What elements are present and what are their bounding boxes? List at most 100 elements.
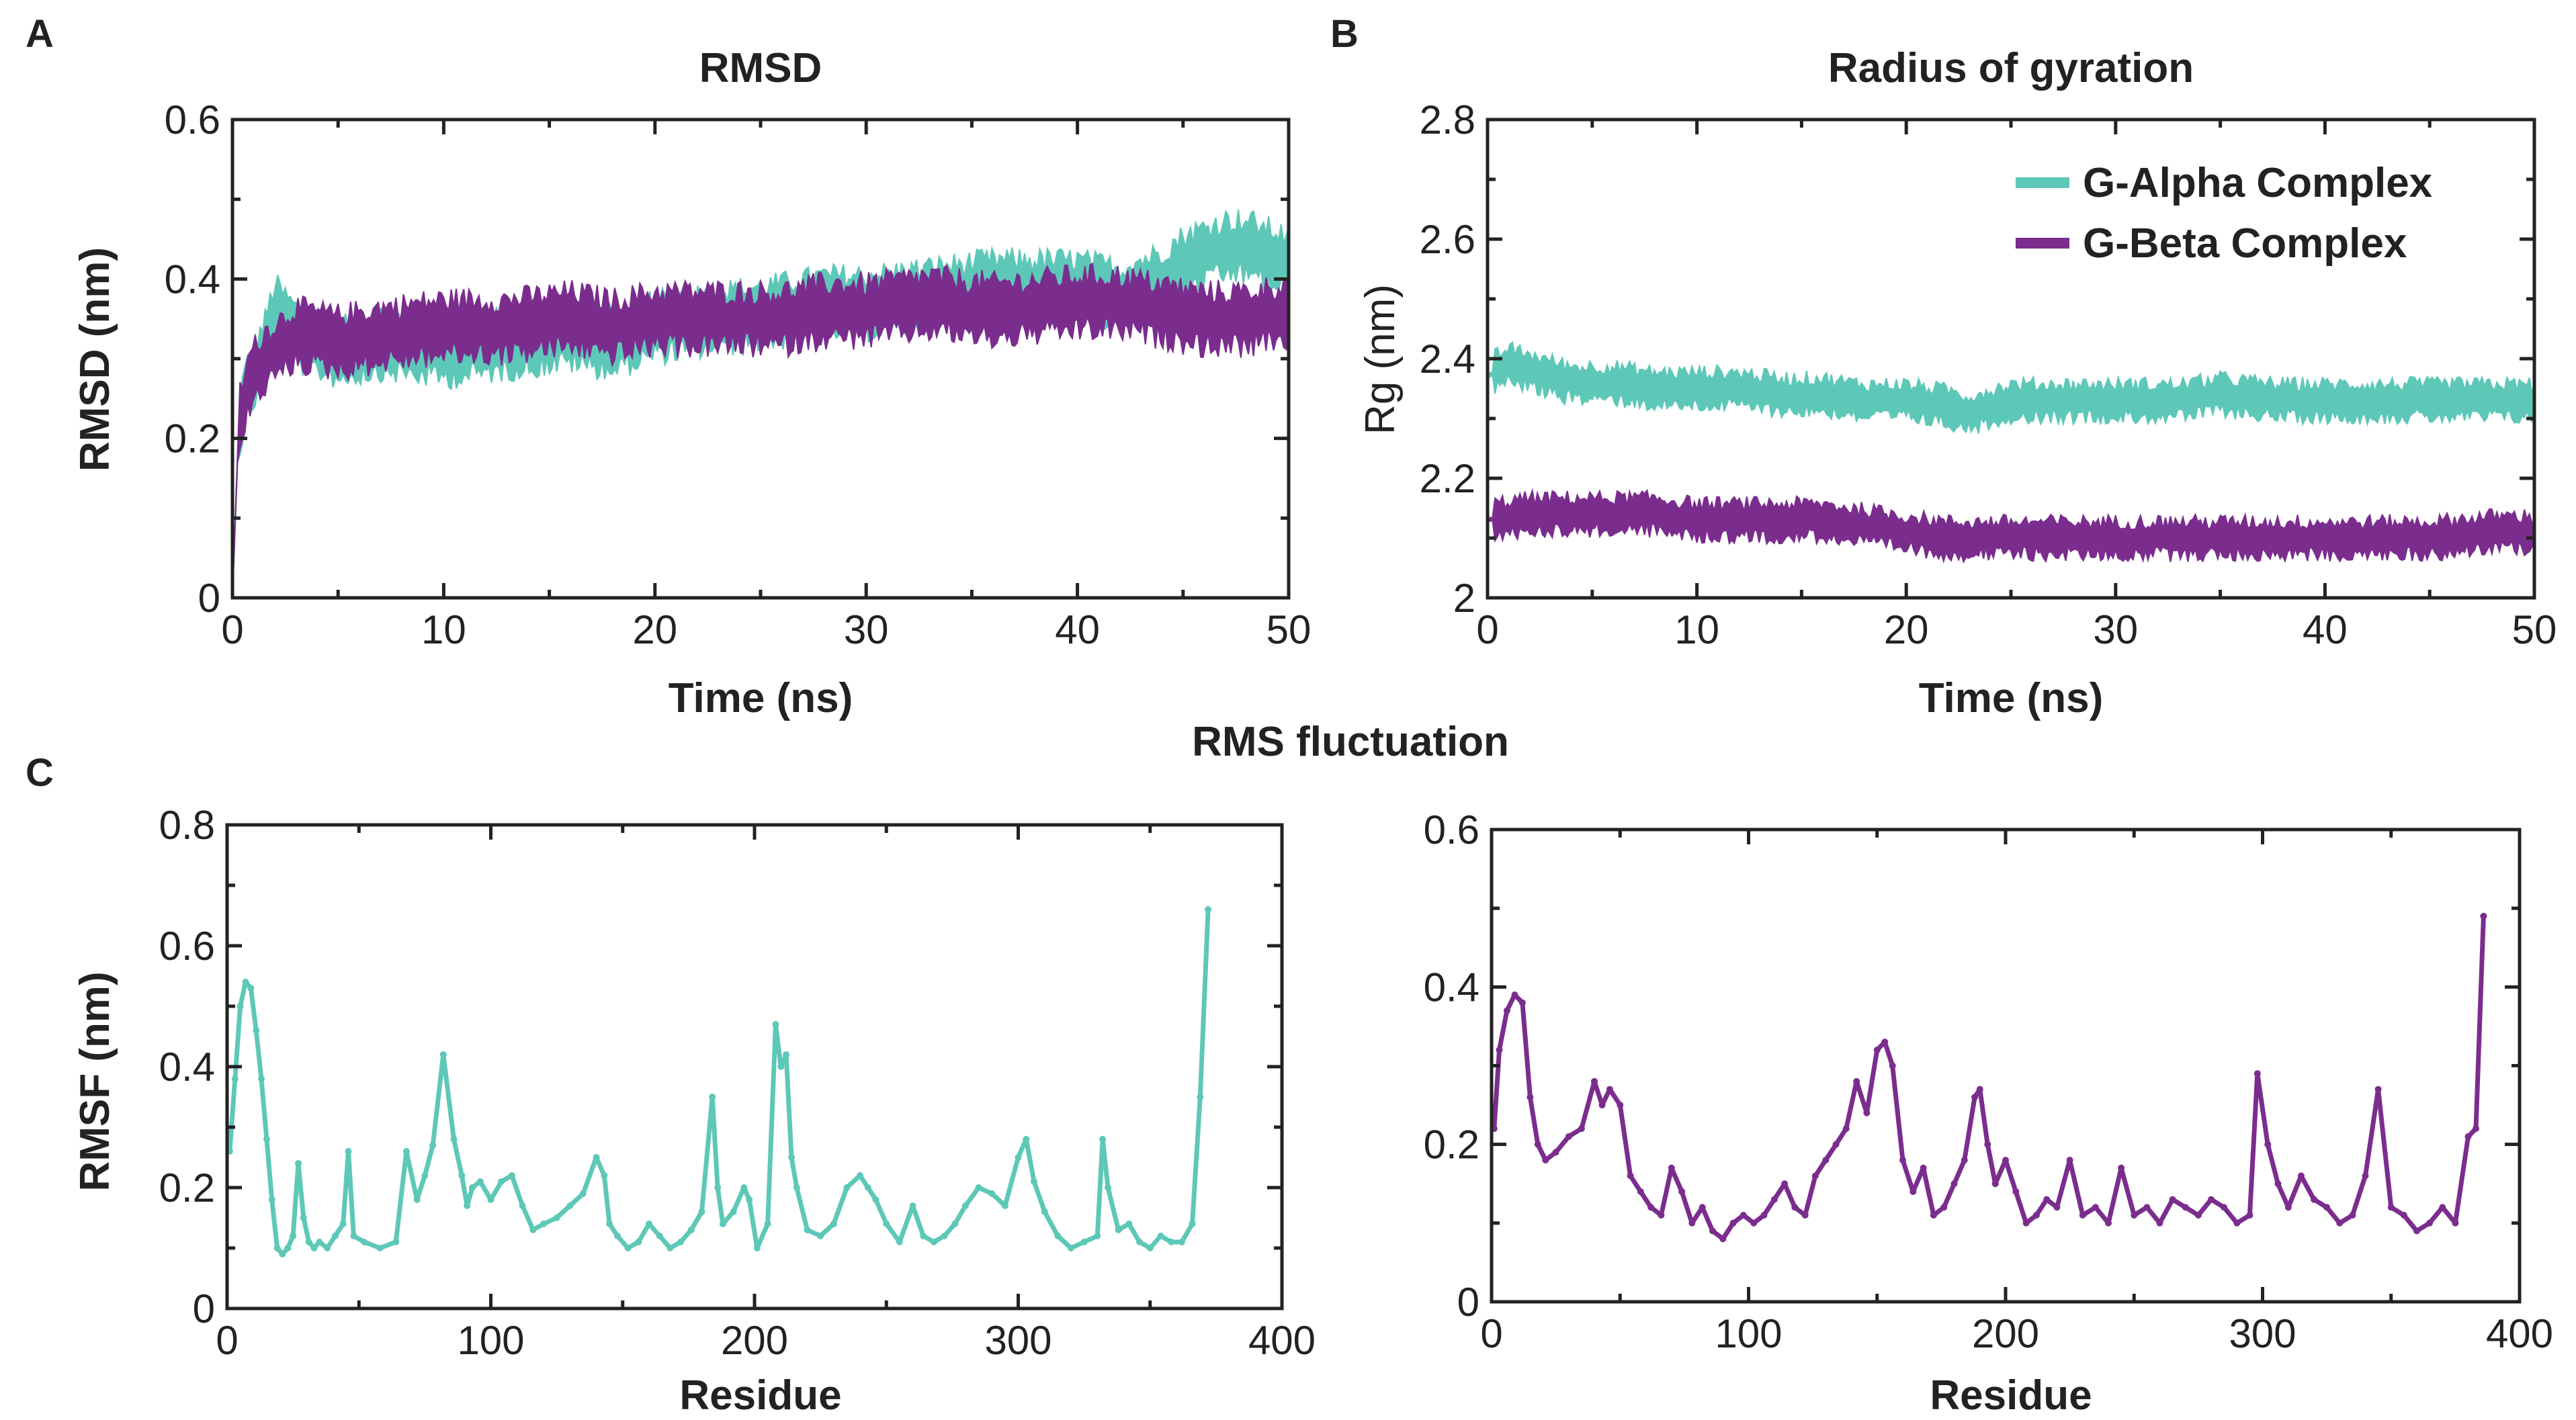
rmsf-alpha-y-tick-label: 0.2 [159,1165,215,1210]
rmsf-alpha-point [1041,1208,1048,1215]
legend-label-alpha: G-Alpha Complex [2083,160,2433,206]
rmsf-alpha-chart: Residue RMSF (nm) 0 100 200 300 400 0 0.2 0.4 0.… [72,803,1316,1419]
rmsf-alpha-point [714,1184,722,1191]
rmsf-alpha-point [242,979,249,985]
rmsf-beta-point [1678,1188,1686,1195]
rmsf-alpha-point [1001,1202,1008,1209]
rmsf-alpha-point [1205,906,1212,913]
rmsd-series-g-alpha-complex [232,209,1289,598]
rmsf-beta-point [1729,1219,1737,1227]
rmsf-beta-point [2032,1212,2040,1219]
rmsf-beta-point [1801,1212,1809,1219]
rmsf-beta-point [2284,1204,2292,1211]
rg-title: Radius of gyration [1828,45,2194,91]
rmsf-alpha-point [593,1154,600,1161]
rmsf-alpha-point [667,1245,674,1251]
rmsf-beta-point [1961,1157,1968,1164]
rg-x-tick-label: 20 [1884,607,1929,652]
rmsf-alpha-point [656,1233,663,1239]
rmsf-beta-point [2053,1204,2061,1211]
rmsf-beta-point [1617,1102,1624,1109]
rmsf-beta-point [1811,1172,1819,1180]
rmsd-y-tick-label: 0.4 [165,257,220,302]
rmsf-beta-point [1578,1125,1585,1133]
panel-letter-c: C [26,751,54,795]
rmsf-alpha-point [962,1202,969,1209]
rmsf-beta-y-tick-label: 0 [1457,1280,1479,1325]
rmsf-beta-point [2452,1219,2459,1227]
rmsf-beta-point [1950,1180,1958,1188]
rmsf-beta-point [1889,1062,1896,1069]
rmsf-alpha-point [231,1075,239,1082]
rmsf-alpha-point [1094,1233,1101,1239]
rmsf-alpha-point [295,1160,302,1167]
rmsf-alpha-point [361,1239,368,1245]
rmsd-x-tick-label: 40 [1055,607,1100,652]
rmsf-alpha-point [746,1196,753,1203]
rmsf-beta-point [2362,1172,2369,1180]
rmsd-x-label: Time (ns) [669,675,853,721]
rmsf-alpha-point [508,1172,515,1179]
rmsf-beta-point [2336,1219,2344,1227]
rmsf-beta-point [1658,1212,1665,1219]
rmsf-alpha-point [1031,1178,1037,1185]
rmsf-alpha-point [1157,1233,1164,1239]
rmsf-beta-point [1552,1149,1559,1156]
rmsf-beta-point [2473,1125,2479,1133]
rmsf-beta-x-tick-label: 200 [1972,1311,2039,1356]
rmsf-beta-point [1842,1125,1850,1133]
rmsf-alpha-point [941,1233,948,1239]
rmsf-alpha-point [677,1239,685,1245]
rmsf-alpha-point [469,1184,476,1191]
rg-x-tick-label: 50 [2512,607,2557,652]
rg-series-g-beta-complex [1487,488,2535,564]
rmsf-alpha-point [450,1136,458,1143]
rmsf-alpha-point [487,1196,495,1203]
rmsf-alpha-point [350,1233,357,1239]
rmsf-beta-point [1527,1094,1534,1101]
rmsf-beta-x-tick-label: 400 [2486,1311,2553,1356]
rmsf-beta-point [2274,1180,2282,1188]
rmsf-beta-point [1863,1109,1871,1116]
rmsf-beta-point [2349,1212,2356,1219]
rmsf-alpha-point [1189,1221,1196,1227]
rmsf-alpha-point [896,1239,903,1245]
rmsf-beta-point [1791,1204,1799,1211]
rmsf-alpha-point [857,1172,863,1179]
rmsf-beta-point [1853,1077,1860,1085]
rmsf-alpha-point [476,1178,484,1185]
rmsf-alpha-point [975,1184,982,1191]
rmsf-beta-point [1940,1204,1948,1211]
rmsf-beta-point [2413,1227,2420,1235]
rmsf-alpha-point [872,1196,879,1203]
rmsf-alpha-point [601,1172,608,1179]
rmsf-alpha-point [324,1245,331,1251]
rmsf-alpha-point [519,1202,526,1209]
rmsf-beta-x-tick-label: 100 [1715,1311,1782,1356]
rmsf-beta-point [1899,1157,1906,1164]
rmsf-beta-point [1984,1141,1991,1148]
rmsf-alpha-point [624,1245,632,1251]
rmsf-beta-point [1627,1172,1634,1180]
rmsf-alpha-y-tick-label: 0 [193,1286,215,1331]
rmsd-y-tick-label: 0.2 [165,416,220,461]
rmsf-alpha-point [920,1233,927,1239]
rmsf-alpha-point [909,1202,916,1209]
rmsf-alpha-point [864,1184,871,1191]
rmsf-alpha-point [1080,1239,1088,1245]
rmsf-alpha-point [788,1154,795,1161]
rmsf-beta-point [2066,1157,2073,1164]
rmsf-beta-point [1971,1094,1979,1101]
rmsf-beta-point [1760,1212,1768,1219]
rmsf-alpha-point [263,1136,270,1143]
rmsf-alpha-point [719,1221,726,1227]
rmsd-x-tick-label: 20 [632,607,677,652]
rmsf-alpha-point [1178,1239,1185,1245]
rmsf-alpha-x-tick-label: 200 [721,1318,788,1363]
rmsf-alpha-point [237,1003,244,1010]
rmsf-beta-point [1740,1212,1747,1219]
rg-legend: G-Alpha Complex G-Beta Complex [2016,160,2433,267]
panel-letter-b: B [1330,12,1359,56]
legend-label-beta: G-Beta Complex [2083,220,2407,267]
rmsf-beta-point [1606,1085,1613,1093]
